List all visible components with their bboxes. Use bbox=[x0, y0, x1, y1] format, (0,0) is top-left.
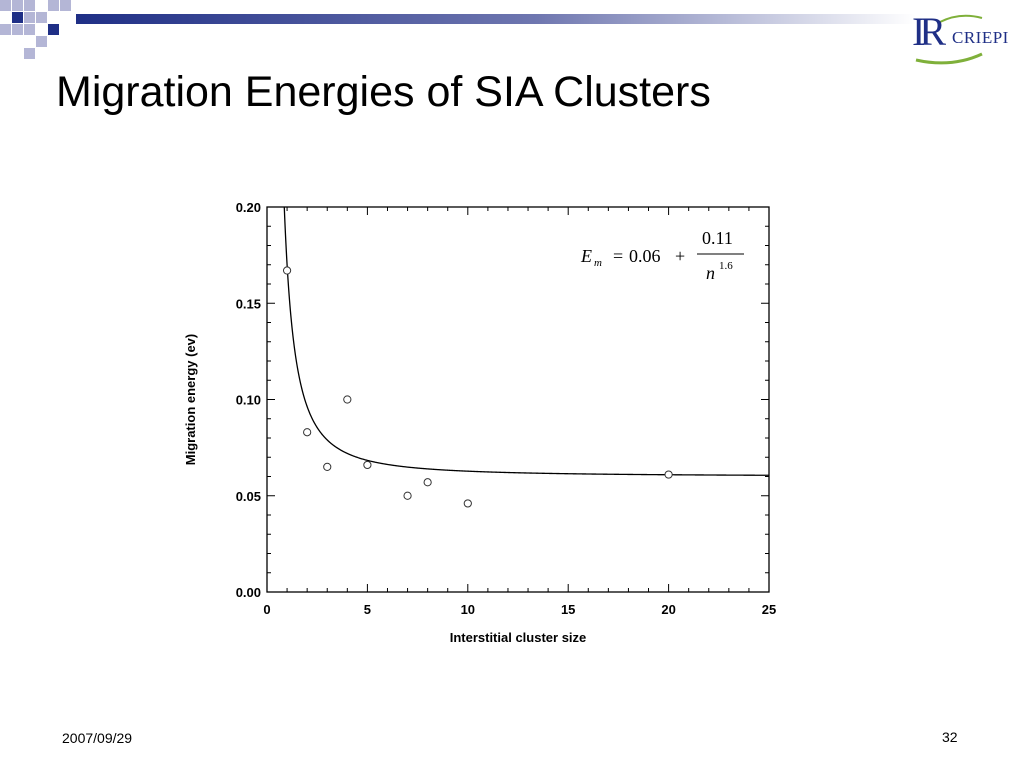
header-square bbox=[48, 24, 59, 35]
header-square bbox=[12, 12, 23, 23]
equation-lhs: E bbox=[580, 246, 592, 266]
header-decoration bbox=[0, 0, 71, 59]
data-point bbox=[323, 462, 332, 471]
data-point bbox=[363, 460, 372, 470]
header-square bbox=[0, 0, 11, 11]
equation-numerator: 0.11 bbox=[702, 228, 733, 248]
data-points bbox=[282, 266, 673, 508]
fit-curve bbox=[283, 206, 769, 476]
y-tick-label: 0.20 bbox=[236, 200, 261, 215]
equation-denominator: n bbox=[706, 263, 715, 283]
data-point bbox=[403, 491, 412, 500]
x-tick-label: 25 bbox=[762, 602, 776, 617]
x-tick-label: 10 bbox=[461, 602, 475, 617]
y-tick-label: 0.05 bbox=[236, 489, 261, 504]
slide-title: Migration Energies of SIA Clusters bbox=[56, 68, 711, 116]
header-bar-line bbox=[76, 14, 916, 24]
y-axis-label: Migration energy (ev) bbox=[183, 334, 198, 465]
header-square bbox=[12, 0, 23, 11]
header-square bbox=[0, 24, 11, 35]
logo-name: CRIEPI bbox=[952, 28, 1009, 47]
y-tick-label: 0.10 bbox=[236, 393, 261, 408]
data-point bbox=[664, 470, 673, 479]
y-tick-label: 0.15 bbox=[236, 296, 261, 311]
page-number: 32 bbox=[942, 729, 958, 745]
equation-plus: + bbox=[675, 246, 685, 266]
x-tick-label: 0 bbox=[263, 602, 270, 617]
header-square bbox=[24, 12, 35, 23]
header-square bbox=[36, 36, 47, 47]
header-square bbox=[24, 24, 35, 35]
data-point bbox=[463, 499, 472, 508]
fit-equation: E m = 0.06 + 0.11 n 1.6 bbox=[580, 228, 744, 283]
x-tick-label: 15 bbox=[561, 602, 575, 617]
header-square bbox=[48, 0, 59, 11]
migration-energy-chart: 0 5 10 15 20 25 0.00 0.05 0.10 0.15 0.20 E m = 0.0… bbox=[183, 200, 777, 645]
header-square bbox=[12, 24, 23, 35]
equation-constant: 0.06 bbox=[629, 246, 661, 266]
data-point bbox=[303, 428, 312, 437]
header-square bbox=[36, 12, 47, 23]
data-point bbox=[423, 478, 432, 487]
equation-subscript: m bbox=[594, 257, 602, 269]
header-square bbox=[24, 0, 35, 11]
data-point bbox=[343, 395, 352, 404]
x-axis-label: Interstitial cluster size bbox=[450, 630, 587, 645]
data-point bbox=[282, 266, 292, 275]
criepi-logo: IR CRIEPI bbox=[912, 10, 1012, 66]
logo-mark: IR bbox=[912, 9, 946, 54]
axes: 0 5 10 15 20 25 0.00 0.05 0.10 0.15 0.20 bbox=[236, 200, 777, 617]
x-tick-label: 5 bbox=[364, 602, 371, 617]
header-gradient-bar bbox=[76, 14, 916, 24]
header-square bbox=[24, 48, 35, 59]
header-square bbox=[60, 0, 71, 11]
equation-equals: = bbox=[613, 246, 623, 266]
equation-exponent: 1.6 bbox=[719, 260, 733, 272]
footer-date: 2007/09/29 bbox=[62, 730, 133, 746]
plot-frame bbox=[266, 206, 770, 593]
x-tick-label: 20 bbox=[661, 602, 675, 617]
y-tick-label: 0.00 bbox=[236, 585, 261, 600]
